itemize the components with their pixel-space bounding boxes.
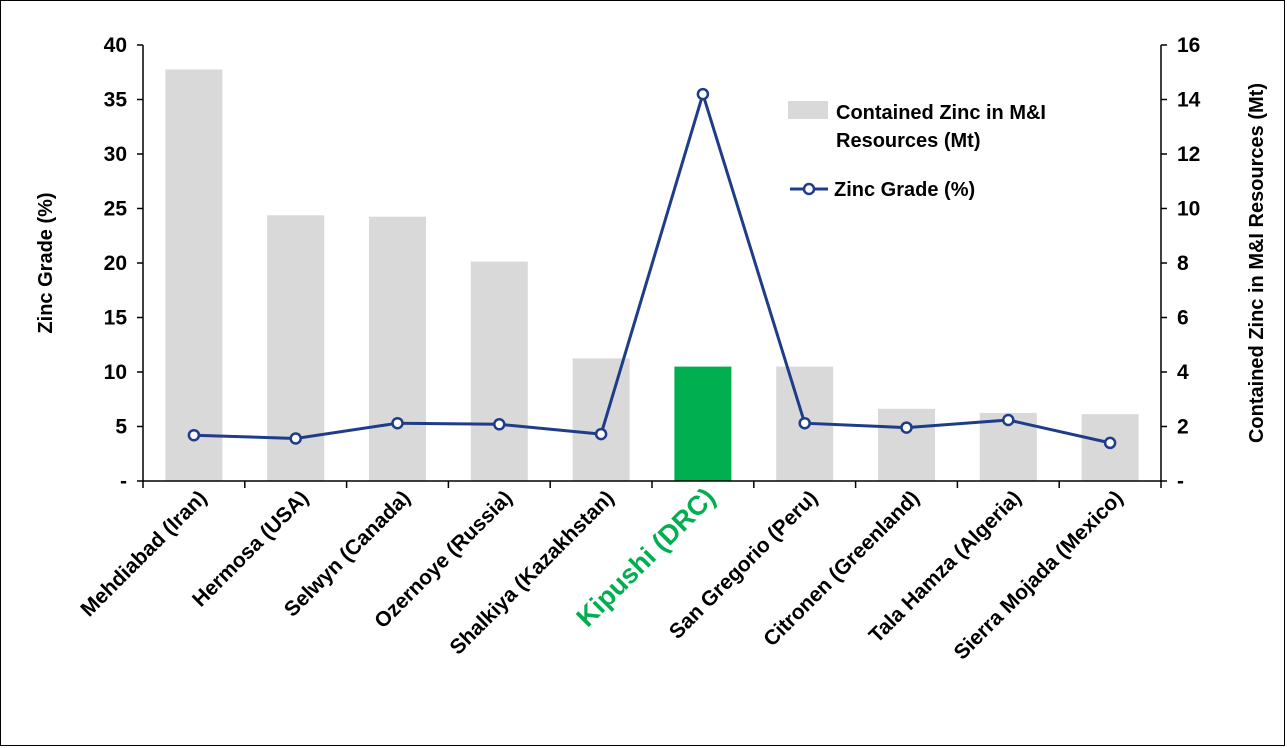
bar-5: [572, 358, 630, 481]
bar-series: [165, 69, 1139, 482]
category-label-1: Mehdiabad (Iran): [76, 486, 211, 621]
legend-bar-label-line1: Contained Zinc in M&I: [836, 102, 1046, 124]
legend-line-marker: [802, 182, 816, 196]
y-right-tick-label: 12: [1177, 143, 1200, 166]
line-point-9: [1002, 413, 1015, 427]
y-right-tick-label: 2: [1177, 416, 1189, 439]
y-right-tick-label: 16: [1177, 34, 1200, 57]
line-point-10: [1103, 436, 1117, 450]
legend-bar-label-line2: Resources (Mt): [836, 130, 980, 152]
y-right-tick-label: 8: [1177, 252, 1189, 275]
y-left-tick-label: 25: [104, 198, 128, 221]
y-axis-right-title: Contained Zinc in M&I Resources (Mt): [1246, 83, 1268, 443]
bar-6: [674, 366, 732, 481]
y-left-tick-label: 20: [104, 252, 127, 275]
y-right-tick-label: -: [1177, 470, 1184, 493]
bar-8: [878, 408, 935, 481]
y-left-tick-label: 10: [104, 361, 127, 384]
line-point-1: [187, 428, 201, 442]
y-left-tick-label: 40: [104, 34, 127, 57]
bar-3: [369, 216, 426, 481]
category-label-10: Sierra Mojada (Mexico): [950, 486, 1128, 664]
y-left-tick-label: 15: [104, 307, 128, 330]
line-point-6: [696, 87, 710, 101]
line-point-5: [594, 427, 608, 441]
y-left-tick-label: 5: [115, 416, 127, 439]
y-right-tick-label: 6: [1177, 307, 1189, 330]
y-axis-left-title: Zinc Grade (%): [35, 192, 57, 333]
y-left-tick-label: 35: [104, 89, 128, 112]
line-point-8: [900, 421, 913, 434]
y-right-tick-label: 14: [1177, 89, 1201, 112]
line-point-3: [391, 416, 404, 430]
legend: Contained Zinc in M&I Resources (Mt) Zin…: [788, 101, 1046, 201]
line-point-4: [493, 418, 506, 431]
line-point-7: [798, 416, 811, 430]
legend-line-label: Zinc Grade (%): [834, 179, 975, 201]
y-left-tick-label: 30: [104, 143, 127, 166]
legend-bar-swatch: [788, 101, 828, 119]
bar-4: [470, 261, 528, 481]
line-point-2: [289, 432, 302, 445]
zinc-grade-line: [193, 88, 1111, 445]
y-left-tick-label: -: [120, 470, 127, 493]
y-right-tick-label: 10: [1177, 198, 1200, 221]
bar-1: [165, 69, 223, 481]
axes: - 5 10 15 20 25 30 35 40 - 2 4 6 8 10 12 14 16 Mehdiabad (…: [76, 34, 1200, 664]
line-series: [187, 87, 1117, 450]
y-right-tick-label: 4: [1177, 361, 1189, 384]
category-label-5: Shalkiya (Kazakhstan): [446, 486, 619, 659]
